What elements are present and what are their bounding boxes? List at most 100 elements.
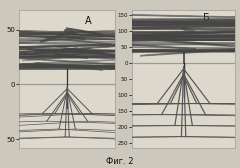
Ellipse shape bbox=[0, 45, 208, 48]
Ellipse shape bbox=[3, 48, 117, 54]
Ellipse shape bbox=[0, 63, 175, 70]
Ellipse shape bbox=[0, 31, 176, 33]
Ellipse shape bbox=[0, 20, 240, 23]
Ellipse shape bbox=[0, 49, 240, 52]
Ellipse shape bbox=[0, 50, 240, 53]
Ellipse shape bbox=[23, 24, 240, 30]
Ellipse shape bbox=[6, 44, 139, 47]
Ellipse shape bbox=[24, 48, 91, 54]
Ellipse shape bbox=[0, 36, 240, 40]
Ellipse shape bbox=[0, 36, 240, 37]
Ellipse shape bbox=[54, 65, 103, 70]
Ellipse shape bbox=[6, 57, 120, 65]
Ellipse shape bbox=[0, 23, 240, 25]
Ellipse shape bbox=[0, 35, 211, 38]
Ellipse shape bbox=[17, 37, 103, 42]
Ellipse shape bbox=[66, 28, 103, 35]
Ellipse shape bbox=[0, 24, 240, 28]
Ellipse shape bbox=[7, 58, 157, 65]
Ellipse shape bbox=[54, 54, 88, 58]
Ellipse shape bbox=[22, 64, 145, 67]
Ellipse shape bbox=[0, 27, 240, 30]
Ellipse shape bbox=[0, 22, 240, 25]
Ellipse shape bbox=[21, 29, 240, 35]
Ellipse shape bbox=[0, 65, 206, 71]
Ellipse shape bbox=[0, 38, 240, 41]
Ellipse shape bbox=[137, 35, 240, 39]
Ellipse shape bbox=[0, 30, 214, 35]
Ellipse shape bbox=[156, 40, 237, 47]
Ellipse shape bbox=[0, 32, 240, 33]
Ellipse shape bbox=[55, 46, 112, 55]
Ellipse shape bbox=[4, 35, 144, 39]
Ellipse shape bbox=[0, 45, 240, 51]
Ellipse shape bbox=[0, 54, 228, 56]
Ellipse shape bbox=[0, 33, 211, 35]
Ellipse shape bbox=[0, 19, 240, 20]
Ellipse shape bbox=[0, 41, 198, 43]
Ellipse shape bbox=[0, 52, 140, 53]
Ellipse shape bbox=[0, 27, 240, 30]
Ellipse shape bbox=[0, 42, 240, 44]
Ellipse shape bbox=[0, 20, 240, 24]
Ellipse shape bbox=[0, 57, 188, 58]
Ellipse shape bbox=[0, 43, 130, 50]
Ellipse shape bbox=[0, 49, 240, 52]
Ellipse shape bbox=[22, 56, 77, 61]
Ellipse shape bbox=[0, 65, 203, 66]
Ellipse shape bbox=[0, 35, 240, 36]
Ellipse shape bbox=[0, 56, 212, 59]
Ellipse shape bbox=[0, 19, 240, 22]
Ellipse shape bbox=[127, 34, 240, 38]
Ellipse shape bbox=[40, 35, 63, 42]
Ellipse shape bbox=[0, 37, 240, 39]
Ellipse shape bbox=[4, 64, 144, 69]
Ellipse shape bbox=[27, 49, 133, 56]
Ellipse shape bbox=[0, 43, 240, 46]
Ellipse shape bbox=[0, 66, 161, 69]
Ellipse shape bbox=[0, 34, 240, 35]
Ellipse shape bbox=[61, 35, 85, 40]
Ellipse shape bbox=[45, 37, 112, 44]
Ellipse shape bbox=[182, 28, 197, 33]
Ellipse shape bbox=[0, 49, 180, 51]
Ellipse shape bbox=[0, 19, 240, 22]
Ellipse shape bbox=[34, 48, 78, 53]
Ellipse shape bbox=[107, 43, 196, 49]
Ellipse shape bbox=[35, 63, 69, 67]
Text: Б: Б bbox=[203, 13, 210, 23]
Ellipse shape bbox=[0, 34, 240, 37]
Ellipse shape bbox=[0, 48, 240, 53]
Ellipse shape bbox=[0, 38, 240, 42]
Ellipse shape bbox=[0, 18, 240, 20]
Ellipse shape bbox=[18, 38, 240, 42]
Ellipse shape bbox=[0, 39, 174, 41]
Ellipse shape bbox=[65, 30, 77, 35]
Ellipse shape bbox=[0, 65, 184, 68]
Ellipse shape bbox=[0, 32, 240, 39]
Ellipse shape bbox=[140, 47, 240, 56]
Ellipse shape bbox=[106, 31, 240, 36]
Ellipse shape bbox=[0, 36, 240, 38]
Text: А: А bbox=[85, 16, 92, 26]
Ellipse shape bbox=[0, 34, 240, 37]
Ellipse shape bbox=[0, 23, 240, 28]
Ellipse shape bbox=[0, 46, 103, 51]
Ellipse shape bbox=[0, 43, 166, 45]
Ellipse shape bbox=[0, 55, 231, 57]
Ellipse shape bbox=[33, 36, 240, 40]
Ellipse shape bbox=[20, 29, 149, 35]
Ellipse shape bbox=[124, 30, 240, 35]
Ellipse shape bbox=[0, 48, 240, 53]
Ellipse shape bbox=[0, 38, 240, 42]
Ellipse shape bbox=[21, 52, 104, 57]
Ellipse shape bbox=[0, 62, 224, 66]
Ellipse shape bbox=[20, 45, 136, 52]
Ellipse shape bbox=[0, 66, 240, 68]
Ellipse shape bbox=[0, 50, 240, 53]
Ellipse shape bbox=[0, 30, 128, 37]
Ellipse shape bbox=[0, 20, 240, 23]
Ellipse shape bbox=[3, 33, 159, 36]
Ellipse shape bbox=[97, 21, 240, 26]
Ellipse shape bbox=[65, 14, 240, 20]
